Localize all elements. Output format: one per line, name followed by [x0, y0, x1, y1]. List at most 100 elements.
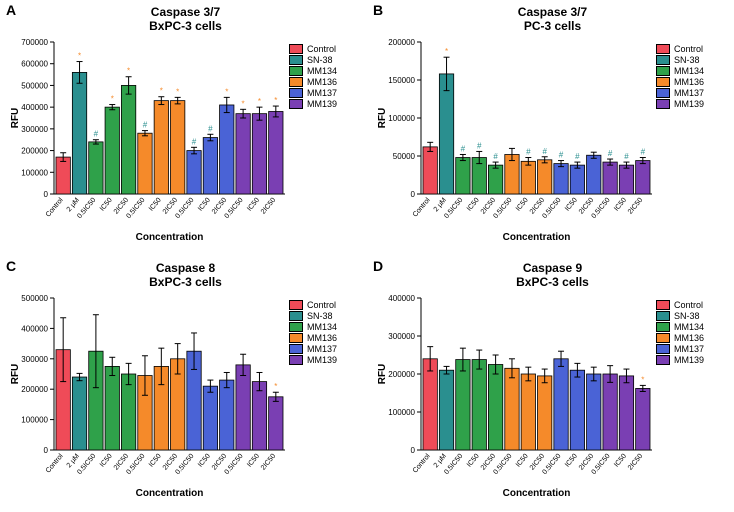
bar	[554, 358, 568, 449]
panel-B: B Caspase 3/7 PC-3 cells 050000100000150…	[367, 0, 734, 256]
title-line1: Caspase 9	[523, 261, 582, 275]
svg-text:200000: 200000	[21, 146, 48, 155]
bar	[636, 160, 650, 193]
bar	[570, 370, 584, 450]
legend-swatch	[656, 322, 670, 332]
bar	[72, 377, 86, 450]
legend-swatch	[656, 44, 670, 54]
svg-text:*: *	[111, 94, 114, 103]
legend-swatch	[289, 66, 303, 76]
svg-text:2IC50: 2IC50	[627, 452, 644, 471]
bar	[636, 388, 650, 450]
legend-swatch	[289, 77, 303, 87]
legend-item: MM136	[289, 333, 363, 343]
legend-label: MM137	[307, 344, 337, 354]
svg-text:700000: 700000	[21, 38, 48, 47]
chart-svg: 050000100000150000200000RFUControl*2 μM#…	[375, 36, 656, 244]
svg-text:IC50: IC50	[197, 196, 212, 212]
svg-text:#: #	[559, 150, 564, 159]
legend-swatch	[289, 344, 303, 354]
legend-swatch	[289, 44, 303, 54]
svg-text:400000: 400000	[388, 294, 415, 303]
bar	[121, 374, 135, 450]
svg-text:IC50: IC50	[515, 452, 530, 468]
svg-text:#: #	[608, 149, 613, 158]
legend-label: MM137	[674, 344, 704, 354]
legend-item: MM137	[656, 88, 730, 98]
chart-svg: 0100000200000300000400000500000600000700…	[8, 36, 289, 244]
svg-text:2IC50: 2IC50	[260, 196, 277, 215]
svg-text:0: 0	[411, 190, 416, 199]
bar	[138, 133, 152, 194]
svg-text:IC50: IC50	[246, 452, 261, 468]
legend-label: SN-38	[674, 311, 700, 321]
svg-text:#: #	[641, 147, 646, 156]
legend-item: SN-38	[656, 55, 730, 65]
legend-item: MM134	[289, 66, 363, 76]
svg-text:IC50: IC50	[148, 196, 163, 212]
legend-swatch	[656, 99, 670, 109]
bar	[456, 359, 470, 449]
legend-label: MM137	[307, 88, 337, 98]
svg-text:Concentration: Concentration	[136, 232, 204, 243]
panel-grid: A Caspase 3/7 BxPC-3 cells 0100000200000…	[0, 0, 734, 512]
svg-text:IC50: IC50	[466, 452, 481, 468]
svg-text:*: *	[160, 86, 163, 95]
bar	[171, 100, 185, 193]
svg-text:150000: 150000	[388, 76, 415, 85]
svg-text:#: #	[477, 141, 482, 150]
panel-letter: A	[6, 2, 16, 18]
legend-swatch	[656, 77, 670, 87]
legend-item: MM139	[289, 355, 363, 365]
plot-C: 0100000200000300000400000500000RFUContro…	[8, 292, 289, 500]
legend-swatch	[289, 322, 303, 332]
panel-title: Caspase 8 BxPC-3 cells	[8, 262, 363, 290]
legend-swatch	[656, 355, 670, 365]
bar	[252, 113, 266, 193]
bar	[72, 72, 86, 194]
legend-swatch	[289, 88, 303, 98]
panel-A: A Caspase 3/7 BxPC-3 cells 0100000200000…	[0, 0, 367, 256]
panel-title: Caspase 9 BxPC-3 cells	[375, 262, 730, 290]
bar	[521, 374, 535, 450]
bar	[187, 150, 201, 193]
legend-label: MM134	[674, 66, 704, 76]
svg-text:IC50: IC50	[99, 452, 114, 468]
svg-text:IC50: IC50	[613, 196, 628, 212]
svg-text:#: #	[575, 152, 580, 161]
bar	[472, 359, 486, 449]
svg-text:*: *	[176, 87, 179, 96]
svg-text:Concentration: Concentration	[136, 488, 204, 499]
title-line2: BxPC-3 cells	[149, 19, 222, 33]
chart-svg: 0100000200000300000400000RFUControl2 μM0…	[375, 292, 656, 500]
svg-text:RFU: RFU	[377, 107, 388, 128]
legend-swatch	[656, 66, 670, 76]
svg-text:2 μM: 2 μM	[66, 196, 82, 213]
svg-text:50000: 50000	[393, 152, 416, 161]
bar	[619, 165, 633, 194]
legend-item: Control	[289, 300, 363, 310]
legend-label: Control	[307, 44, 336, 54]
legend-swatch	[656, 344, 670, 354]
panel-C: C Caspase 8 BxPC-3 cells 010000020000030…	[0, 256, 367, 512]
svg-text:600000: 600000	[21, 59, 48, 68]
bar	[619, 375, 633, 449]
svg-text:#: #	[192, 137, 197, 146]
bar	[439, 74, 453, 194]
panel-title: Caspase 3/7 PC-3 cells	[375, 6, 730, 34]
svg-text:*: *	[445, 47, 448, 56]
svg-text:300000: 300000	[21, 124, 48, 133]
legend-label: Control	[674, 44, 703, 54]
svg-text:*: *	[225, 87, 228, 96]
panel-title: Caspase 3/7 BxPC-3 cells	[8, 6, 363, 34]
legend-label: MM139	[307, 99, 337, 109]
bar	[488, 165, 502, 194]
bar	[488, 364, 502, 450]
bar	[538, 375, 552, 449]
bar	[603, 162, 617, 194]
svg-text:2 μM: 2 μM	[66, 452, 82, 469]
bar	[269, 396, 283, 449]
legend-C: ControlSN-38MM134MM136MM137MM139	[289, 292, 363, 366]
legend-B: ControlSN-38MM134MM136MM137MM139	[656, 36, 730, 110]
bar	[521, 161, 535, 194]
